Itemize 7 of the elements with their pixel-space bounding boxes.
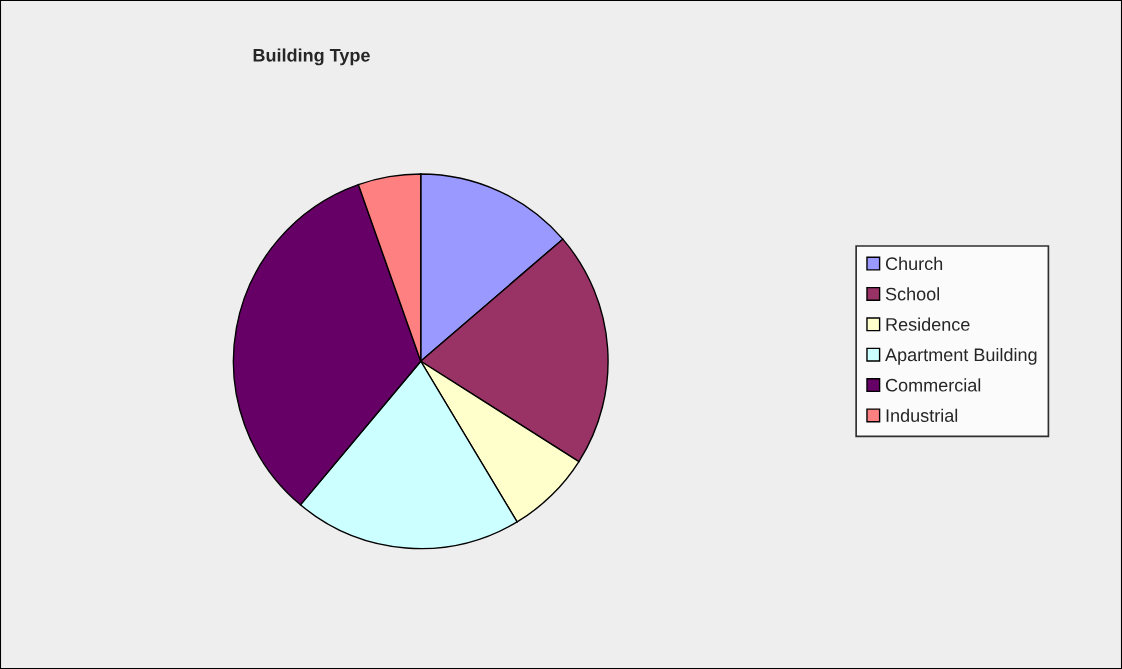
legend-label: Commercial	[885, 378, 981, 392]
legend-label: School	[885, 287, 940, 301]
legend-label: Church	[885, 256, 943, 271]
chart-title: Building Type	[253, 48, 370, 66]
legend-label: Residence	[886, 317, 970, 331]
legend-label: Apartment Building	[885, 347, 1037, 365]
legend-label: Industrial	[886, 408, 958, 422]
